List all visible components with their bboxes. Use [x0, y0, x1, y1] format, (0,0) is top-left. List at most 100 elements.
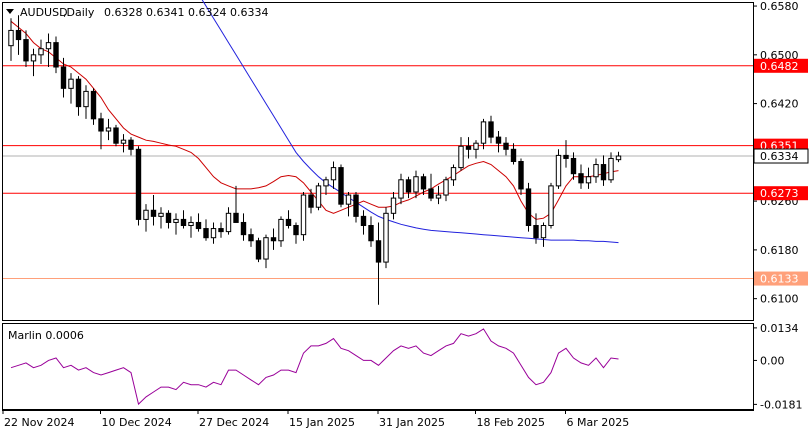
- candle-body: [255, 240, 262, 260]
- candle-body: [248, 234, 254, 242]
- candle-body: [450, 167, 457, 181]
- candle-body: [120, 139, 127, 144]
- candle-body: [8, 29, 14, 47]
- candles-layer: [8, 15, 622, 305]
- candle-body: [533, 225, 539, 239]
- candle: [180, 210, 187, 229]
- candle-body: [345, 194, 352, 205]
- candle: [90, 88, 97, 125]
- candle-body: [383, 212, 389, 263]
- moving-average-line: [201, 0, 619, 244]
- candle-body: [360, 215, 367, 227]
- candle-body: [30, 54, 37, 62]
- candle: [413, 170, 419, 199]
- candle-body: [315, 185, 322, 208]
- candle: [540, 222, 547, 247]
- price-tick-label: 0.6420: [760, 98, 799, 111]
- candle: [263, 234, 269, 269]
- candle: [600, 155, 607, 186]
- candle: [218, 222, 224, 238]
- candle: [398, 173, 404, 205]
- candle-body: [563, 154, 569, 159]
- candle: [593, 158, 599, 183]
- candle-body: [540, 225, 547, 239]
- price-tick-label: 0.6180: [760, 244, 799, 257]
- candle-body: [45, 42, 52, 50]
- candle-body: [405, 179, 412, 193]
- candle: [518, 158, 524, 196]
- level-price-label: 0.6133: [760, 273, 799, 286]
- candle: [345, 191, 352, 217]
- time-axis: 22 Nov 2024 10 Dec 2024 27 Dec 2024 15 Jan …: [2, 410, 629, 429]
- candle: [450, 164, 457, 186]
- candle-body: [233, 212, 239, 223]
- candle: [405, 176, 412, 199]
- candle-body: [218, 228, 224, 233]
- candle: [533, 213, 539, 244]
- candle-body: [195, 221, 202, 230]
- moving-averages-layer: [10, 0, 619, 244]
- candle-body: [555, 154, 562, 187]
- horizontal-levels-layer: [3, 65, 753, 280]
- candle-body: [600, 164, 607, 181]
- candle-body: [60, 66, 67, 89]
- candle: [83, 85, 89, 119]
- candle-body: [510, 148, 517, 163]
- current-price-label: 0.6334: [760, 150, 799, 163]
- candle-body: [525, 188, 532, 227]
- candle-body: [308, 194, 314, 208]
- candle-body: [210, 228, 217, 239]
- candle: [353, 191, 359, 223]
- candle-body: [330, 167, 337, 181]
- candle: [248, 228, 254, 247]
- marlin-line: [10, 328, 619, 406]
- candle: [113, 124, 119, 147]
- candle-body: [240, 221, 247, 236]
- header-dropdown-icon[interactable]: [6, 9, 14, 14]
- candle-body: [270, 237, 277, 242]
- candle: [375, 222, 382, 305]
- candle: [15, 15, 22, 55]
- candle-body: [488, 121, 494, 138]
- candle-body: [480, 121, 487, 144]
- indicator-label: Marlin 0.0006: [8, 329, 84, 342]
- candle: [75, 76, 82, 116]
- candle-body: [293, 225, 299, 236]
- candle: [105, 118, 112, 141]
- candle: [203, 219, 209, 241]
- indicator-tick-label: 0.0134: [760, 322, 799, 335]
- candle: [458, 137, 464, 171]
- candle: [615, 151, 622, 163]
- level-price-label: 0.6273: [760, 187, 799, 200]
- candle-body: [225, 212, 232, 233]
- candle-body: [180, 218, 187, 227]
- candle: [548, 182, 554, 229]
- candle: [45, 33, 52, 68]
- candle: [525, 182, 532, 232]
- candle: [8, 18, 14, 61]
- candle: [233, 185, 239, 223]
- candle: [563, 140, 569, 168]
- candle: [240, 213, 247, 241]
- candle-body: [23, 39, 29, 62]
- candle-body: [368, 225, 374, 242]
- time-tick-label: 18 Feb 2025: [477, 416, 545, 429]
- candle-body: [143, 209, 149, 220]
- candle: [323, 176, 329, 196]
- candle: [285, 210, 292, 229]
- candle-body: [158, 212, 164, 217]
- candle-body: [173, 218, 179, 223]
- candle-body: [135, 148, 142, 220]
- candle-body: [150, 209, 157, 217]
- candle-body: [615, 155, 622, 161]
- candle-body: [300, 194, 307, 236]
- candle-body: [278, 218, 284, 242]
- candle-body: [165, 212, 172, 223]
- price-tick-label: 0.6500: [760, 49, 799, 62]
- candle: [420, 173, 427, 196]
- candle-body: [375, 240, 382, 263]
- candle-body: [413, 176, 419, 193]
- candle: [428, 173, 434, 202]
